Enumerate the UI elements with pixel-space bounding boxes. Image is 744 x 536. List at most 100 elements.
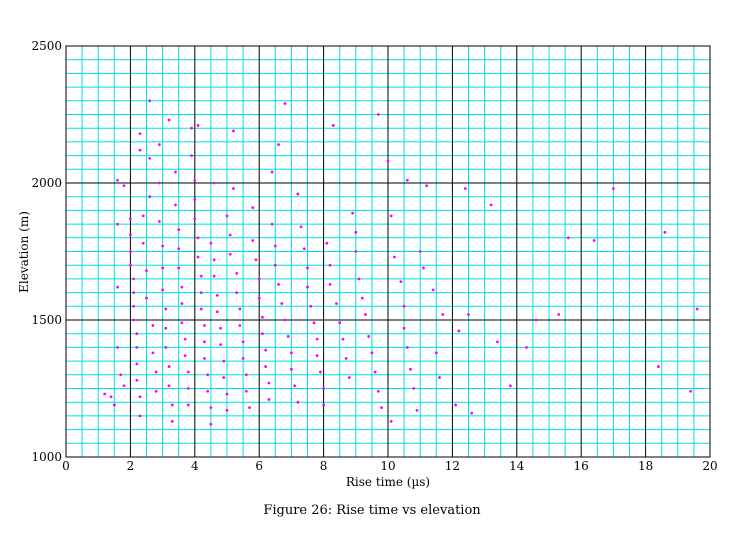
data-point xyxy=(457,329,461,333)
data-point xyxy=(592,239,596,242)
grid xyxy=(65,45,711,458)
data-point xyxy=(290,367,293,371)
data-point xyxy=(193,217,197,221)
data-point xyxy=(373,370,377,374)
data-point xyxy=(151,324,155,327)
data-point xyxy=(264,365,268,368)
data-point xyxy=(257,277,261,281)
data-point xyxy=(225,214,229,218)
data-point xyxy=(157,219,161,223)
data-point xyxy=(525,346,528,349)
data-point xyxy=(193,198,197,201)
data-point xyxy=(351,211,354,215)
data-point xyxy=(431,288,435,292)
data-point xyxy=(306,285,309,289)
data-point xyxy=(354,250,358,253)
data-point xyxy=(318,370,322,374)
data-point xyxy=(196,236,200,240)
data-point xyxy=(135,378,139,382)
data-point xyxy=(415,409,419,412)
data-point xyxy=(157,181,161,185)
data-point xyxy=(177,247,181,251)
data-point xyxy=(354,230,358,234)
data-point xyxy=(322,387,325,390)
data-point xyxy=(180,302,184,305)
data-point xyxy=(219,343,222,347)
x-tick-label: 10 xyxy=(380,459,395,473)
data-point xyxy=(170,403,174,407)
data-point xyxy=(386,159,390,163)
data-point xyxy=(244,389,248,393)
data-point xyxy=(157,143,161,147)
data-point xyxy=(347,376,351,379)
data-point xyxy=(203,356,206,360)
data-point xyxy=(122,184,126,188)
data-point xyxy=(695,307,699,311)
data-point xyxy=(135,332,139,336)
data-point xyxy=(380,406,383,410)
data-point xyxy=(557,313,561,316)
x-axis-title: Rise time (µs) xyxy=(346,475,430,489)
data-point xyxy=(180,321,184,325)
data-point xyxy=(209,422,213,426)
data-point xyxy=(138,132,142,136)
data-point xyxy=(177,228,181,231)
data-point xyxy=(116,285,119,289)
data-point xyxy=(170,419,174,423)
data-point xyxy=(132,291,136,294)
data-point xyxy=(315,337,319,341)
data-point xyxy=(422,266,425,270)
data-point xyxy=(141,241,145,245)
data-point xyxy=(376,113,380,116)
y-tick-label: 2500 xyxy=(31,39,62,53)
data-point xyxy=(663,230,667,234)
data-point xyxy=(135,362,139,366)
data-point xyxy=(370,351,374,355)
data-point xyxy=(174,170,177,174)
data-point xyxy=(215,293,219,297)
data-point xyxy=(360,296,364,300)
x-tick-label: 12 xyxy=(445,459,460,473)
data-point xyxy=(399,280,403,284)
data-point xyxy=(132,318,136,322)
data-point xyxy=(228,252,232,256)
data-point xyxy=(116,222,119,226)
data-point xyxy=(225,409,229,412)
tick-labels: 0 2 4 6 8 10 12 14 16 18 20 1000 1500 2000 2500 xyxy=(31,39,717,473)
x-tick-label: 2 xyxy=(127,459,135,473)
data-point xyxy=(241,356,245,360)
data-point xyxy=(161,266,165,270)
data-point xyxy=(141,214,145,218)
data-point xyxy=(138,148,142,152)
data-point xyxy=(161,244,165,248)
data-point xyxy=(302,247,306,251)
data-point xyxy=(122,384,126,388)
x-tick-label: 6 xyxy=(255,459,263,473)
data-point xyxy=(129,250,132,253)
data-point xyxy=(393,255,396,259)
data-points xyxy=(103,99,699,426)
data-point xyxy=(261,315,264,319)
data-point xyxy=(238,324,242,327)
data-point xyxy=(222,376,226,379)
data-point xyxy=(222,359,226,363)
data-point xyxy=(132,304,136,308)
data-point xyxy=(138,395,142,399)
data-point xyxy=(438,376,441,379)
data-point xyxy=(325,241,329,245)
data-point xyxy=(470,411,474,415)
data-point xyxy=(467,313,470,316)
x-tick-label: 16 xyxy=(574,459,589,473)
data-point xyxy=(376,389,380,393)
data-point xyxy=(508,384,512,388)
data-point xyxy=(434,351,438,355)
data-point xyxy=(164,326,168,330)
data-point xyxy=(148,195,152,199)
data-point xyxy=(132,277,136,281)
data-point xyxy=(322,403,325,407)
data-point xyxy=(441,313,445,316)
data-point xyxy=(164,307,168,311)
figure-caption: Figure 26: Rise time vs elevation xyxy=(263,503,481,518)
data-point xyxy=(190,154,193,158)
